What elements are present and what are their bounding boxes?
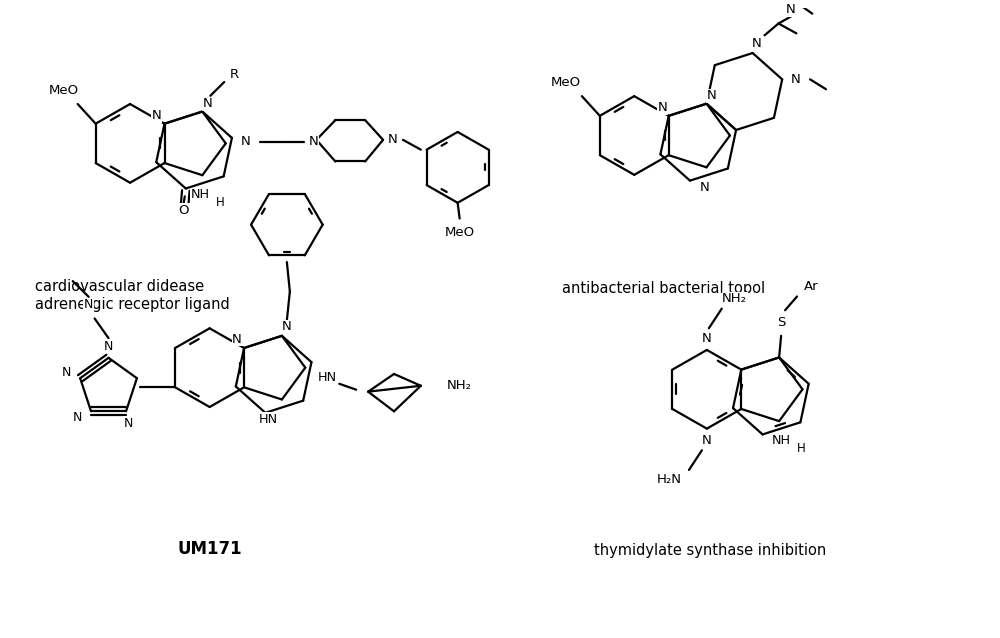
Text: N: N (62, 366, 71, 379)
Text: N: N (309, 135, 318, 148)
Text: N: N (791, 73, 801, 86)
Text: N: N (84, 298, 93, 311)
Text: N: N (104, 339, 113, 353)
Text: NH: NH (191, 188, 210, 202)
Text: N: N (702, 332, 712, 345)
Text: N: N (786, 3, 795, 16)
Text: N: N (241, 135, 251, 148)
Text: N: N (202, 97, 212, 110)
Text: UM171: UM171 (177, 540, 242, 558)
Text: H: H (216, 197, 225, 209)
Text: N: N (658, 101, 668, 114)
Text: N: N (702, 434, 712, 447)
Text: N: N (388, 133, 398, 146)
Text: R: R (230, 68, 239, 80)
Text: HN: HN (318, 371, 337, 384)
Text: N: N (72, 411, 82, 424)
Text: N: N (700, 181, 709, 193)
Text: NH₂: NH₂ (447, 379, 472, 392)
Text: MeO: MeO (445, 226, 475, 239)
Text: antibacterial bacterial topol: antibacterial bacterial topol (562, 281, 765, 296)
Text: NH₂: NH₂ (722, 292, 747, 306)
Text: N: N (152, 109, 161, 122)
Text: MeO: MeO (551, 76, 581, 89)
Text: N: N (123, 417, 133, 429)
Text: N: N (232, 332, 242, 346)
Text: O: O (179, 204, 189, 217)
Text: thymidylate synthase inhibition: thymidylate synthase inhibition (594, 543, 827, 558)
Text: S: S (777, 316, 785, 329)
Text: N: N (752, 36, 761, 50)
Text: MeO: MeO (49, 84, 79, 97)
Text: N: N (707, 89, 716, 102)
Text: NH: NH (772, 434, 791, 447)
Text: H: H (797, 442, 805, 455)
Text: cardiovascular didease
adrenergic receptor ligand: cardiovascular didease adrenergic recept… (35, 279, 229, 311)
Text: HN: HN (258, 413, 278, 426)
Text: N: N (282, 320, 292, 334)
Text: Ar: Ar (804, 280, 818, 293)
Text: H₂N: H₂N (657, 473, 682, 486)
